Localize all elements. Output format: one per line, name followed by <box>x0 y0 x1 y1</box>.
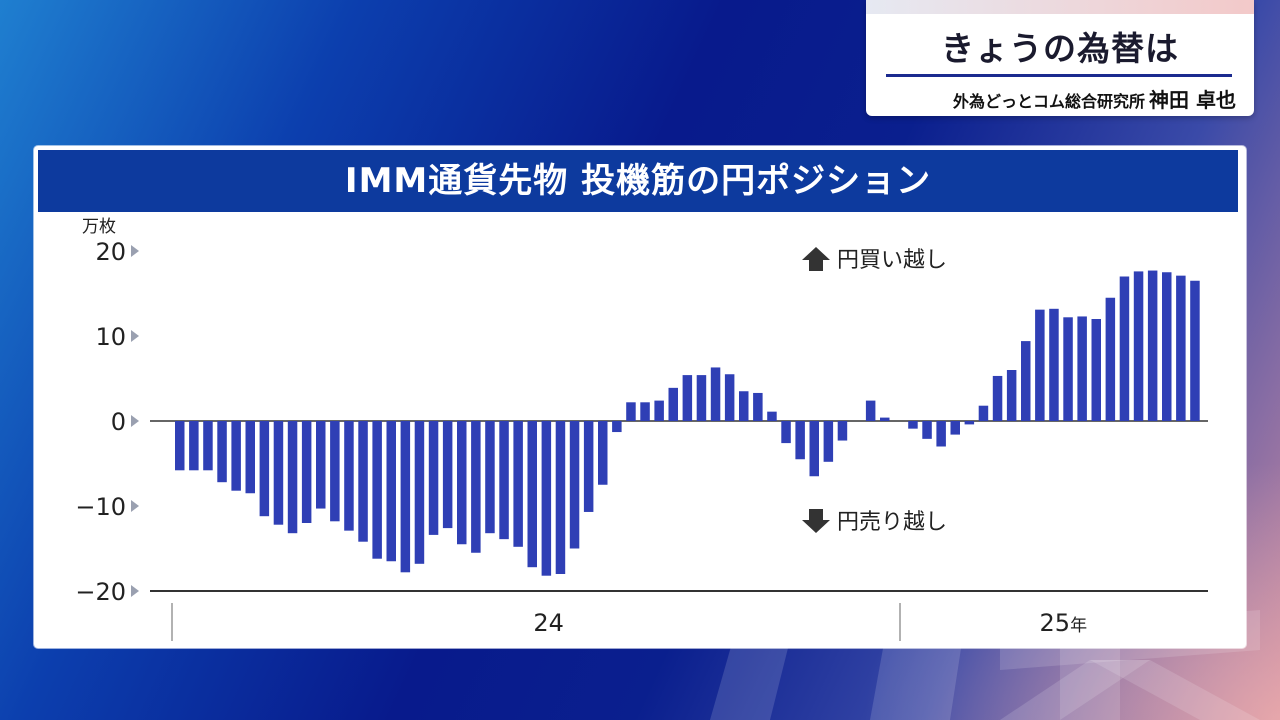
bar <box>499 421 509 540</box>
x-group-label: 25年 <box>1040 609 1088 637</box>
bar <box>259 421 270 517</box>
bar <box>598 421 608 485</box>
bar <box>330 421 340 522</box>
bar <box>724 374 735 421</box>
bar <box>358 421 368 542</box>
bar <box>513 421 523 547</box>
bar <box>682 375 693 421</box>
buy-annotation: 円買い越し <box>837 248 947 273</box>
bar <box>781 421 791 444</box>
bar <box>541 421 552 576</box>
bar <box>231 421 241 491</box>
title-card-topbar <box>866 0 1254 14</box>
byline-org: 外為どっとコム総合研究所 <box>953 92 1146 111</box>
bar <box>485 421 495 534</box>
chart-panel: IMM通貨先物 投機筋の円ポジション 万枚 20 10 0 −10 −20 24 25年 円買い… <box>34 146 1246 648</box>
bar <box>1006 370 1017 421</box>
x-group-label: 24 <box>533 609 564 637</box>
bar <box>583 421 594 512</box>
bar <box>428 421 439 535</box>
bar <box>569 421 580 549</box>
bar <box>880 417 890 421</box>
y-tick-label: −10 <box>75 493 126 521</box>
bar <box>245 421 255 494</box>
bar <box>908 421 918 429</box>
segment-title: きょうの為替は <box>941 29 1179 68</box>
bar <box>809 421 819 477</box>
bar <box>865 400 876 421</box>
bar <box>1190 280 1200 421</box>
bar <box>992 375 1003 421</box>
bar <box>287 421 298 534</box>
bar <box>527 421 537 568</box>
y-tick-marker <box>131 500 139 512</box>
y-tick-label: −20 <box>75 578 126 606</box>
bar <box>175 421 185 471</box>
bar <box>612 421 622 433</box>
y-tick-marker <box>131 585 139 597</box>
bar <box>1063 317 1073 421</box>
bar <box>316 421 326 509</box>
bar <box>753 392 763 421</box>
bar <box>1119 276 1130 421</box>
byline: 外為どっとコム総合研究所 神田 卓也 <box>953 84 1236 113</box>
bar <box>203 421 213 471</box>
bar <box>1133 271 1144 421</box>
arrow-down-icon <box>802 509 830 533</box>
bar <box>414 421 425 564</box>
bar <box>555 421 566 574</box>
bar <box>1035 309 1045 421</box>
bar <box>767 411 777 421</box>
bar <box>344 421 354 531</box>
bar <box>1021 341 1031 421</box>
bar <box>668 387 678 421</box>
y-tick-label: 10 <box>95 323 126 351</box>
bar <box>1147 270 1158 421</box>
bar <box>654 400 664 421</box>
arrow-up-icon <box>802 247 830 271</box>
y-tick-marker <box>131 245 139 257</box>
bar <box>400 421 411 573</box>
bar <box>950 421 960 435</box>
bar <box>795 421 805 460</box>
bar <box>217 421 227 483</box>
y-tick-marker <box>131 330 139 342</box>
bar <box>273 421 284 525</box>
bar <box>1176 275 1186 421</box>
bar <box>1049 308 1059 421</box>
bar <box>471 421 481 553</box>
bar <box>936 421 946 447</box>
bar <box>739 391 749 421</box>
bar <box>442 421 453 529</box>
y-tick-label: 20 <box>95 238 126 266</box>
bar <box>710 367 721 421</box>
bar <box>1162 272 1172 421</box>
segment-title-card: きょうの為替は 外為どっとコム総合研究所 神田 卓也 <box>866 0 1254 116</box>
bar <box>1105 297 1116 421</box>
bar <box>964 421 975 425</box>
bar <box>1077 316 1087 421</box>
bar <box>837 421 848 441</box>
bar <box>457 421 467 545</box>
bar <box>301 421 312 523</box>
chart-title: IMM通貨先物 投機筋の円ポジション <box>38 150 1238 212</box>
bar <box>386 421 396 562</box>
bar <box>696 375 707 421</box>
bar <box>922 421 932 439</box>
title-divider <box>886 74 1232 77</box>
bar <box>189 421 199 471</box>
bar <box>978 405 989 421</box>
sell-annotation: 円売り越し <box>837 510 947 535</box>
bar <box>1091 319 1101 421</box>
y-tick-label: 0 <box>111 408 126 436</box>
y-unit-label: 万枚 <box>82 217 116 237</box>
bar <box>823 421 834 462</box>
bar <box>626 402 636 421</box>
y-tick-marker <box>131 415 139 427</box>
bar <box>640 402 650 421</box>
byline-name: 神田 卓也 <box>1149 88 1236 112</box>
bar <box>372 421 382 559</box>
